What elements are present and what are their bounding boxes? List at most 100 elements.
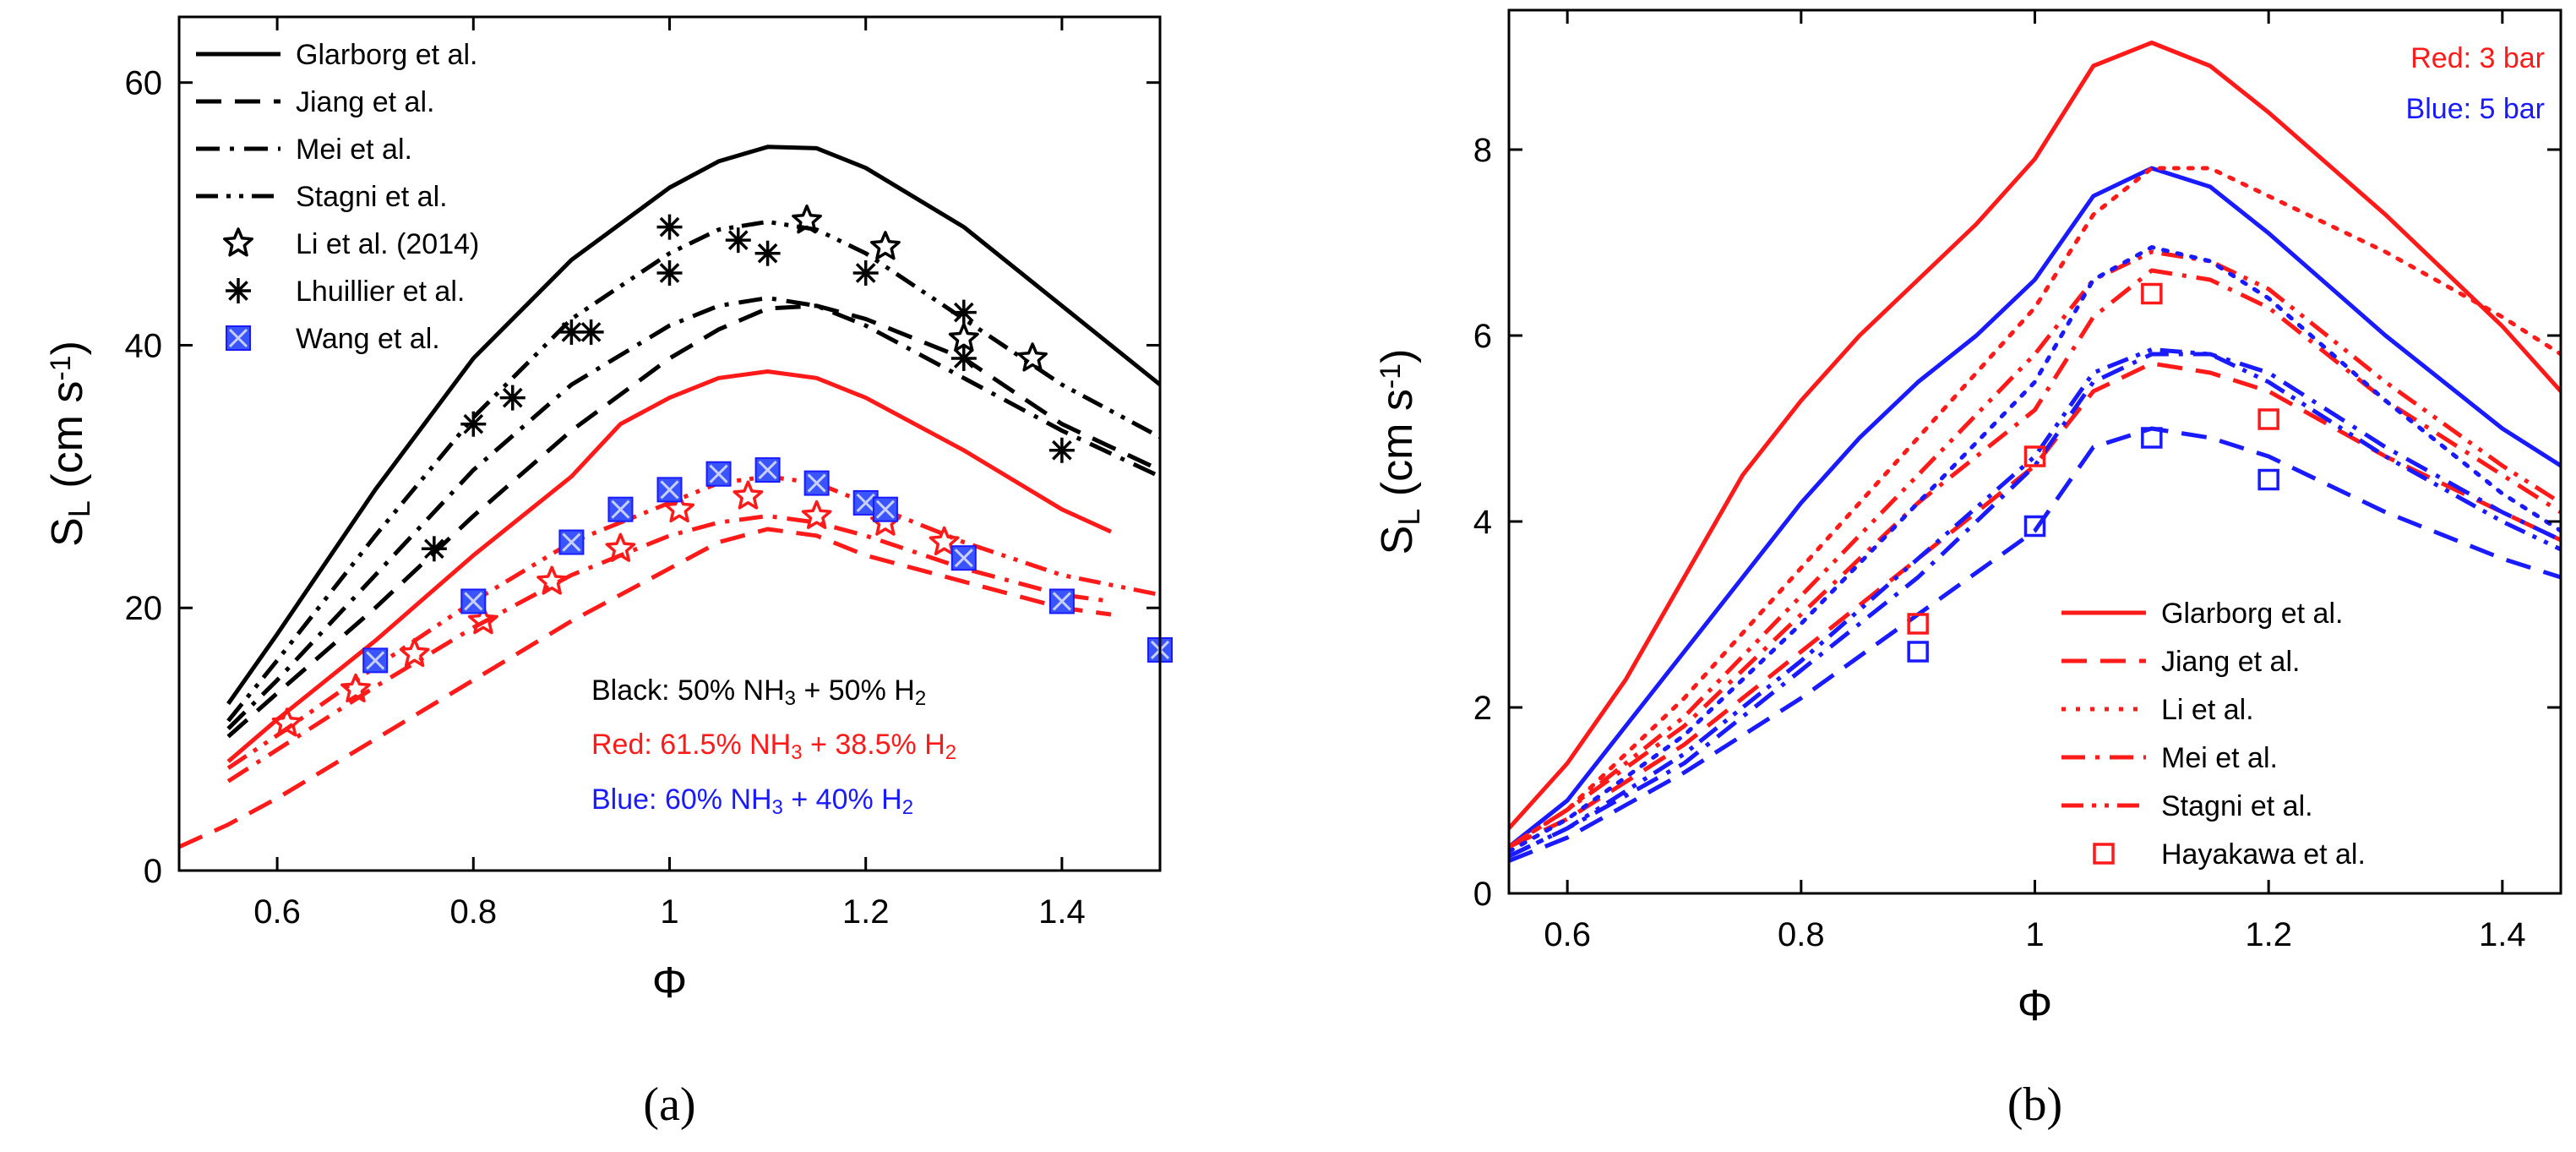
square-cross <box>875 500 895 519</box>
data-point-blue-bluesquare <box>1048 588 1075 614</box>
y-tick-label: 40 <box>125 327 163 364</box>
series-line-black-glarborg <box>226 145 1160 706</box>
data-point-black-asterisk <box>852 260 879 286</box>
data-point-red-square <box>2023 445 2046 467</box>
legend-item: Glarborg et al. <box>2061 598 2343 630</box>
legend-label: Jiang et al. <box>296 86 434 118</box>
data-point-black-star <box>1017 342 1048 372</box>
panel-label: (a) <box>643 1078 695 1131</box>
series-line-black-mei <box>226 296 1160 730</box>
x-axis-title: Φ <box>2018 981 2053 1030</box>
square-cross <box>611 500 630 519</box>
square-cross <box>709 464 728 483</box>
asterisk-stroke <box>659 263 680 283</box>
legend-item: Glarborg et al. <box>196 39 477 71</box>
data-point-blue-bluesquare <box>362 647 389 674</box>
y-axis-title-part: (cm s <box>1373 389 1422 509</box>
annotation-black: Black: 50% NH3 + 50% H2 <box>591 674 926 710</box>
y-tick-label: 20 <box>125 590 163 627</box>
annotation-part: + 50% H <box>796 674 915 707</box>
legend-label: Stagni et al. <box>296 181 448 213</box>
chart-panel-b: 0.6 0.8 1 1.2 1.4 0 2 4 6 8 Φ SL (cm s-1) (b) Glarbor… <box>1373 8 2562 1131</box>
data-point-black-asterisk <box>725 227 751 254</box>
axis-ticks <box>1509 10 2561 895</box>
data-point-blue-square <box>2257 468 2279 491</box>
series-line-blue-stagni <box>1509 347 2561 859</box>
legend-item: Hayakawa et al. <box>2093 838 2366 871</box>
y-axis-title-part: -1 <box>45 355 77 380</box>
legend-item: Stagni et al. <box>2061 790 2313 822</box>
square-cross <box>366 651 385 670</box>
square-cross <box>562 532 581 552</box>
legend-label: Glarborg et al. <box>296 39 477 71</box>
legend-item: Stagni et al. <box>196 181 448 213</box>
data-point-blue-bluesquare <box>656 477 683 503</box>
data-point-black-asterisk <box>460 411 487 437</box>
legend-label: Jiang et al. <box>2161 646 2300 678</box>
y-axis-title-part: (cm s <box>43 381 92 501</box>
data-point-blue-bluesquare <box>460 588 487 614</box>
y-axis-title: SL (cm s-1) <box>1373 349 1426 555</box>
annotation-part: 3 <box>772 796 783 819</box>
asterisk-stroke <box>228 281 248 301</box>
annotation-red: Red: 3 bar <box>2410 42 2545 74</box>
series-lines <box>1509 41 2561 863</box>
legend-label: Hayakawa et al. <box>2161 838 2366 871</box>
data-point-red-star <box>340 673 371 703</box>
data-point-black-asterisk <box>421 536 447 562</box>
legend-item: Lhuillier et al. <box>226 276 465 308</box>
legend-marker-square <box>2093 843 2115 865</box>
data-point-red-square <box>1907 613 1929 635</box>
legend: Glarborg et al. Jiang et al. Li et al. Mei … <box>2061 598 2366 871</box>
square-cross <box>954 549 973 568</box>
legend-marker-asterisk <box>226 278 251 303</box>
square-cross <box>856 493 875 512</box>
data-point-blue-bluesquare <box>705 461 732 487</box>
data-point-blue-bluesquare <box>872 496 898 522</box>
annotation-part: Black: 50% NH <box>591 674 785 707</box>
legend: Glarborg et al. Jiang et al. Mei et al. Sta… <box>196 39 479 355</box>
annotation-red: Red: 61.5% NH3 + 38.5% H2 <box>591 729 956 764</box>
data-point-blue-bluesquare <box>754 457 781 483</box>
square-cross <box>1052 592 1071 611</box>
data-point-black-asterisk <box>656 260 683 286</box>
panel-label: (b) <box>2007 1078 2062 1131</box>
y-tick-label: 0 <box>1473 876 1492 913</box>
chart-panel-a: 0.6 0.8 1 1.2 1.4 0 20 40 60 Φ SL (cm s-1) (a) Glarb… <box>43 15 1173 1131</box>
annotation-part: Red: 61.5% NH <box>591 729 791 761</box>
data-point-black-asterisk <box>499 385 526 411</box>
asterisk-stroke <box>855 263 876 283</box>
y-axis-title-part: -1 <box>1375 363 1407 389</box>
x-tick-label: 1.2 <box>842 893 890 931</box>
series-line-black-stagni <box>226 219 1160 723</box>
series-line-red-glarborg <box>226 369 1113 763</box>
data-point-red-square <box>2257 408 2279 430</box>
series-line-blue-mei <box>1509 352 2561 859</box>
annotation-part: 2 <box>915 687 926 710</box>
asterisk-stroke <box>502 387 523 408</box>
y-tick-label: 60 <box>125 65 163 102</box>
annotation-part: + 38.5% H <box>803 729 945 761</box>
data-markers <box>1907 282 2279 663</box>
series-line-blue-li <box>1509 245 2561 854</box>
x-tick-label: 1 <box>2025 916 2044 953</box>
asterisk-stroke <box>463 413 484 434</box>
y-axis-title-part: ) <box>43 341 92 355</box>
annotation-part: 3 <box>785 687 796 710</box>
y-axis-title-part: S <box>1373 526 1422 555</box>
data-point-black-asterisk <box>950 346 977 371</box>
annotation-part: 3 <box>791 741 802 764</box>
square-cross <box>807 473 826 493</box>
data-point-red-star <box>929 526 960 556</box>
series-line-red-li <box>1509 166 2561 849</box>
annotation-part: 2 <box>902 796 913 819</box>
data-point-red-star <box>271 707 302 737</box>
square-cross <box>228 328 248 348</box>
y-axis-title-part: S <box>43 517 92 547</box>
y-axis-title-part: L <box>62 500 96 517</box>
asterisk-stroke <box>727 230 749 250</box>
data-point-blue-square <box>2141 427 2163 449</box>
series-line-red-jiang <box>179 527 1112 849</box>
